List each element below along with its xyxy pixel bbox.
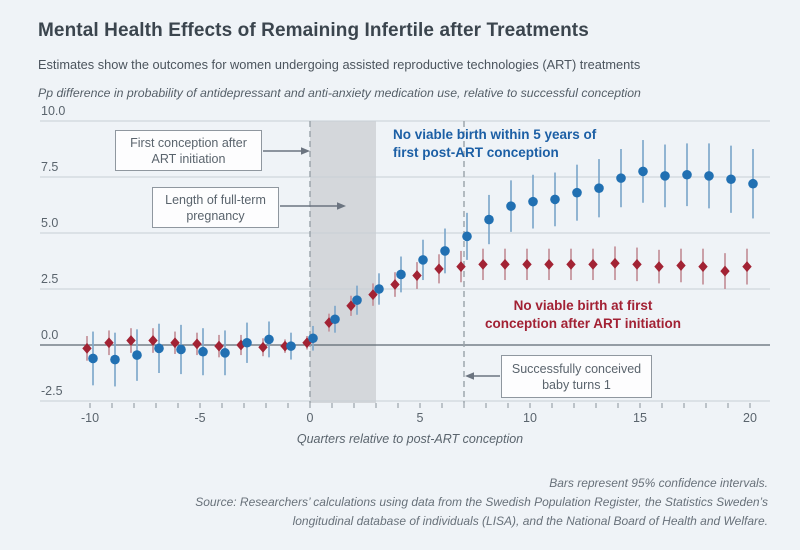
data-point-circle [264, 334, 274, 345]
data-point-diamond [434, 263, 444, 275]
data-point-diamond [192, 338, 202, 350]
x-tick-label: -5 [194, 411, 205, 425]
data-point-diamond [478, 258, 488, 270]
annotation-first-conception-text: First conception after ART initiation [130, 135, 247, 166]
arrowhead-baby-turns-one [465, 372, 474, 380]
data-point-circle [308, 333, 318, 344]
x-axis-label: Quarters relative to post-ART conception [296, 432, 524, 446]
y-tick-label: 7.5 [41, 160, 58, 174]
data-point-circle [660, 171, 670, 181]
data-point-circle [616, 173, 626, 183]
data-point-circle [440, 246, 450, 256]
x-tick-label: 20 [743, 411, 757, 425]
data-point-circle [726, 174, 736, 185]
annotation-first-conception: First conception after ART initiation [115, 130, 262, 171]
data-point-diamond [258, 341, 268, 353]
data-point-circle [110, 354, 120, 365]
data-point-circle [418, 255, 428, 265]
x-tick-label: -10 [81, 411, 99, 425]
annotation-arrows [263, 147, 500, 380]
y-axis-descriptor: Pp difference in probability of antidepr… [38, 86, 641, 100]
data-point-circle [572, 187, 582, 198]
annotation-baby-turns-one: Successfully conceived baby turns 1 [501, 355, 652, 398]
data-point-diamond [280, 340, 290, 352]
data-point-circle [198, 346, 208, 357]
data-point-circle [594, 183, 604, 193]
data-point-diamond [742, 261, 752, 272]
data-point-circle [154, 343, 164, 354]
data-point-circle [132, 350, 142, 360]
data-point-diamond [698, 261, 708, 272]
data-point-circle [484, 214, 494, 225]
series-label-no-viable-birth-5yr: No viable birth within 5 years of first … [393, 126, 633, 162]
data-point-circle [528, 196, 538, 207]
annotation-baby-turns-one-text: Successfully conceived baby turns 1 [511, 361, 642, 392]
data-point-circle [220, 348, 230, 358]
annotation-pregnancy-length-text: Length of full-term pregnancy [165, 192, 266, 223]
data-point-circle [506, 201, 516, 211]
data-point-circle [704, 171, 714, 181]
data-point-circle [352, 295, 362, 306]
data-point-diamond [236, 339, 246, 351]
y-tick-label: 0.0 [41, 328, 58, 342]
page-title: Mental Health Effects of Remaining Infer… [38, 20, 589, 41]
footnote-source-line1: Source: Researchers’ calculations using … [195, 495, 768, 509]
data-point-circle [638, 166, 648, 177]
data-point-diamond [544, 258, 554, 270]
data-point-diamond [522, 258, 532, 270]
x-tick-label: 15 [633, 411, 647, 425]
data-point-diamond [566, 258, 576, 270]
footnote-source-line2: longitudinal database of individuals (LI… [292, 514, 768, 528]
chart-subtitle: Estimates show the outcomes for women un… [38, 57, 641, 72]
data-point-diamond [632, 258, 642, 270]
footnote-ci: Bars represent 95% confidence intervals. [549, 476, 768, 490]
data-point-circle [462, 231, 472, 242]
data-point-diamond [170, 337, 180, 349]
data-point-diamond [610, 257, 620, 269]
footnotes: Bars represent 95% confidence intervals.… [88, 474, 768, 531]
data-point-diamond [214, 340, 224, 352]
data-point-diamond [654, 261, 664, 272]
data-point-diamond [82, 342, 92, 354]
data-point-circle [374, 284, 384, 294]
data-point-diamond [104, 337, 114, 349]
data-point-circle [550, 194, 560, 205]
data-point-circle [242, 337, 252, 348]
data-point-circle [396, 269, 406, 280]
data-point-diamond [676, 260, 686, 271]
data-point-diamond [720, 265, 730, 277]
data-point-diamond [390, 279, 400, 290]
series-label-red-line1: No viable birth at first [513, 298, 653, 313]
data-point-circle [88, 353, 98, 364]
data-point-diamond [412, 270, 422, 281]
arrowhead-first-conception [301, 147, 310, 155]
arrowhead-pregnancy-length [337, 202, 346, 210]
series-label-blue-line2: first post-ART conception [393, 145, 559, 160]
x-tick-label: 5 [417, 411, 424, 425]
y-tick-label: 2.5 [41, 272, 58, 286]
y-tick-label: 10.0 [41, 104, 65, 118]
data-point-circle [748, 178, 758, 189]
data-point-diamond [588, 258, 598, 270]
x-tick-label: 0 [307, 411, 314, 425]
y-tick-label: 5.0 [41, 216, 58, 230]
series-label-no-viable-birth-first: No viable birth at first conception afte… [478, 297, 688, 333]
x-tick-label: 10 [523, 411, 537, 425]
data-point-diamond [456, 261, 466, 272]
y-tick-label: -2.5 [41, 384, 63, 398]
data-point-circle [176, 344, 186, 355]
data-point-diamond [126, 335, 136, 346]
data-point-circle [682, 169, 692, 180]
pregnancy-shaded-band [310, 121, 376, 403]
series-label-blue-line1: No viable birth within 5 years of [393, 127, 597, 142]
data-point-circle [286, 341, 296, 351]
annotation-pregnancy-length: Length of full-term pregnancy [152, 187, 279, 228]
series-label-red-line2: conception after ART initiation [484, 316, 681, 331]
data-point-diamond [148, 335, 158, 346]
data-point-diamond [500, 258, 510, 270]
data-point-circle [330, 314, 340, 325]
